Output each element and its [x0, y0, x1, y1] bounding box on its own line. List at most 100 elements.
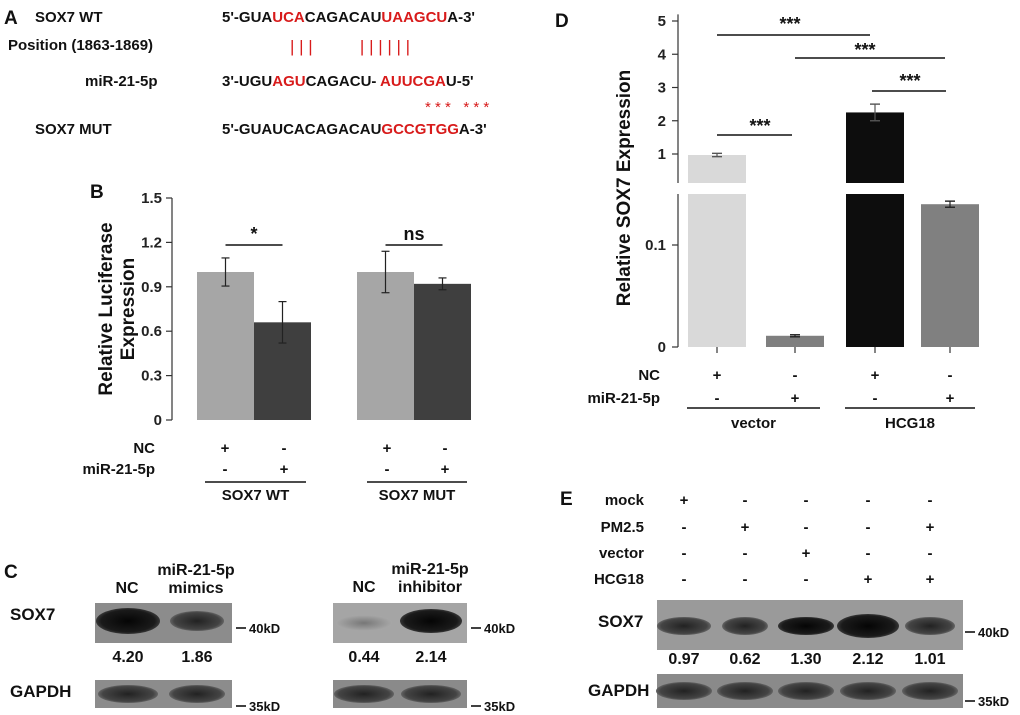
panel-d-sox7-expression-chart: 0 0.1 1 2 3 4 5 Relative SOX7 Expression *** *** *…: [587, 13, 979, 432]
condition-mark: +: [680, 492, 689, 509]
condition-mark: +: [946, 390, 955, 407]
condition-label: miR-21-5p: [82, 461, 155, 478]
protein-band: [902, 682, 958, 700]
condition-mark: +: [802, 545, 811, 562]
y-tick-label: 1: [658, 146, 666, 163]
bar: [846, 194, 904, 347]
significance-label: ***: [749, 116, 770, 136]
condition-mark: +: [791, 390, 800, 407]
panel-letter-e: E: [560, 489, 573, 510]
sequence-segment: AUUCGA: [380, 73, 446, 90]
condition-mark: +: [713, 367, 722, 384]
group-label: vector: [731, 415, 776, 432]
quant-value: 2.12: [852, 651, 883, 668]
condition-mark: -: [928, 545, 933, 562]
protein-band: [336, 615, 392, 631]
condition-mark: -: [682, 519, 687, 536]
condition-mark: -: [866, 545, 871, 562]
condition-label: PM2.5: [601, 519, 644, 536]
lane-label: inhibitor: [398, 579, 462, 596]
bar: [414, 283, 471, 420]
protein-band: [401, 685, 461, 703]
sequence-row-label: Position (1863-1869): [8, 37, 153, 54]
condition-mark: -: [443, 440, 448, 457]
panel-e-western-blot: mock + - - - - PM2.5 - + - - + vector - - + - - HCG18 - - - + +…: [588, 492, 1009, 709]
sequence-segment: UAAGCU: [381, 9, 447, 26]
quant-value: 0.62: [729, 651, 760, 668]
protein-band: [717, 682, 773, 700]
condition-label: NC: [133, 440, 155, 457]
condition-mark: +: [926, 571, 935, 588]
condition-mark: -: [385, 461, 390, 478]
condition-mark: -: [928, 492, 933, 509]
condition-mark: +: [741, 519, 750, 536]
marker-label: 40kD: [484, 621, 515, 636]
panel-a-sequence-alignment: SOX7 WT 5'-GUAUCACAGACAUUAAGCUA-3'Positio…: [8, 9, 489, 138]
condition-mark: -: [866, 519, 871, 536]
condition-mark: -: [804, 492, 809, 509]
protein-band: [657, 617, 711, 635]
significance-label: ***: [779, 14, 800, 34]
marker-label: 35kD: [484, 699, 515, 714]
condition-mark: -: [743, 571, 748, 588]
row-label: SOX7: [10, 605, 55, 624]
condition-mark: -: [682, 545, 687, 562]
condition-label: miR-21-5p: [587, 390, 660, 407]
y-axis-label-group: Relative Luciferase Expression: [96, 222, 139, 395]
y-tick-label: 0.1: [645, 237, 666, 254]
bar: [688, 154, 746, 183]
protein-band: [905, 617, 955, 635]
y-axis-label-group: Relative SOX7 Expression: [614, 70, 635, 307]
condition-mark: +: [871, 367, 880, 384]
sequence-segment: A-3': [459, 121, 487, 138]
condition-mark: -: [682, 571, 687, 588]
lane-label: mimics: [168, 580, 223, 597]
sequence-text: 3'-UGUAGUCAGACU- AUUCGAU-5': [222, 73, 474, 90]
mutation-asterisks: * * * * * *: [425, 99, 489, 116]
sequence-segment: A-3': [447, 9, 475, 26]
condition-label: vector: [599, 545, 644, 562]
y-axis-label: Relative SOX7 Expression: [614, 70, 635, 307]
sequence-segment: CAGACU-: [306, 73, 380, 90]
condition-mark: -: [873, 390, 878, 407]
sequence-row-label: SOX7 MUT: [35, 121, 112, 138]
sequence-segment: GCCGTGG: [381, 121, 459, 138]
quant-value: 1.30: [790, 651, 821, 668]
significance-label: ns: [403, 224, 424, 244]
sequence-segment: U-5': [446, 73, 474, 90]
condition-mark: -: [804, 571, 809, 588]
protein-band: [169, 685, 225, 703]
condition-mark: -: [223, 461, 228, 478]
condition-mark: -: [715, 390, 720, 407]
condition-mark: -: [866, 492, 871, 509]
condition-mark: -: [804, 519, 809, 536]
condition-mark: -: [743, 545, 748, 562]
protein-band: [656, 682, 712, 700]
group-label: HCG18: [885, 415, 935, 432]
sequence-segment: CAGACAU: [305, 9, 382, 26]
quant-value: 1.01: [914, 651, 945, 668]
significance-label: ***: [854, 40, 875, 60]
sequence-segment: 5'-GUA: [222, 9, 272, 26]
panel-letter-d: D: [555, 11, 569, 32]
protein-band: [400, 609, 462, 633]
y-tick-label: 4: [658, 46, 667, 63]
protein-band: [840, 682, 896, 700]
condition-mark: +: [864, 571, 873, 588]
significance-label: *: [250, 224, 257, 244]
protein-band: [170, 611, 224, 631]
panel-letter-b: B: [90, 182, 104, 203]
condition-mark: +: [926, 519, 935, 536]
lane-label: miR-21-5p: [157, 562, 235, 579]
condition-mark: -: [282, 440, 287, 457]
y-tick-label: 5: [658, 13, 666, 30]
bar: [766, 335, 824, 347]
condition-mark: -: [743, 492, 748, 509]
y-tick-label: 2: [658, 113, 666, 130]
lane-label: miR-21-5p: [391, 561, 469, 578]
condition-mark: +: [280, 461, 289, 478]
sequence-segment: 3'-UGU: [222, 73, 272, 90]
